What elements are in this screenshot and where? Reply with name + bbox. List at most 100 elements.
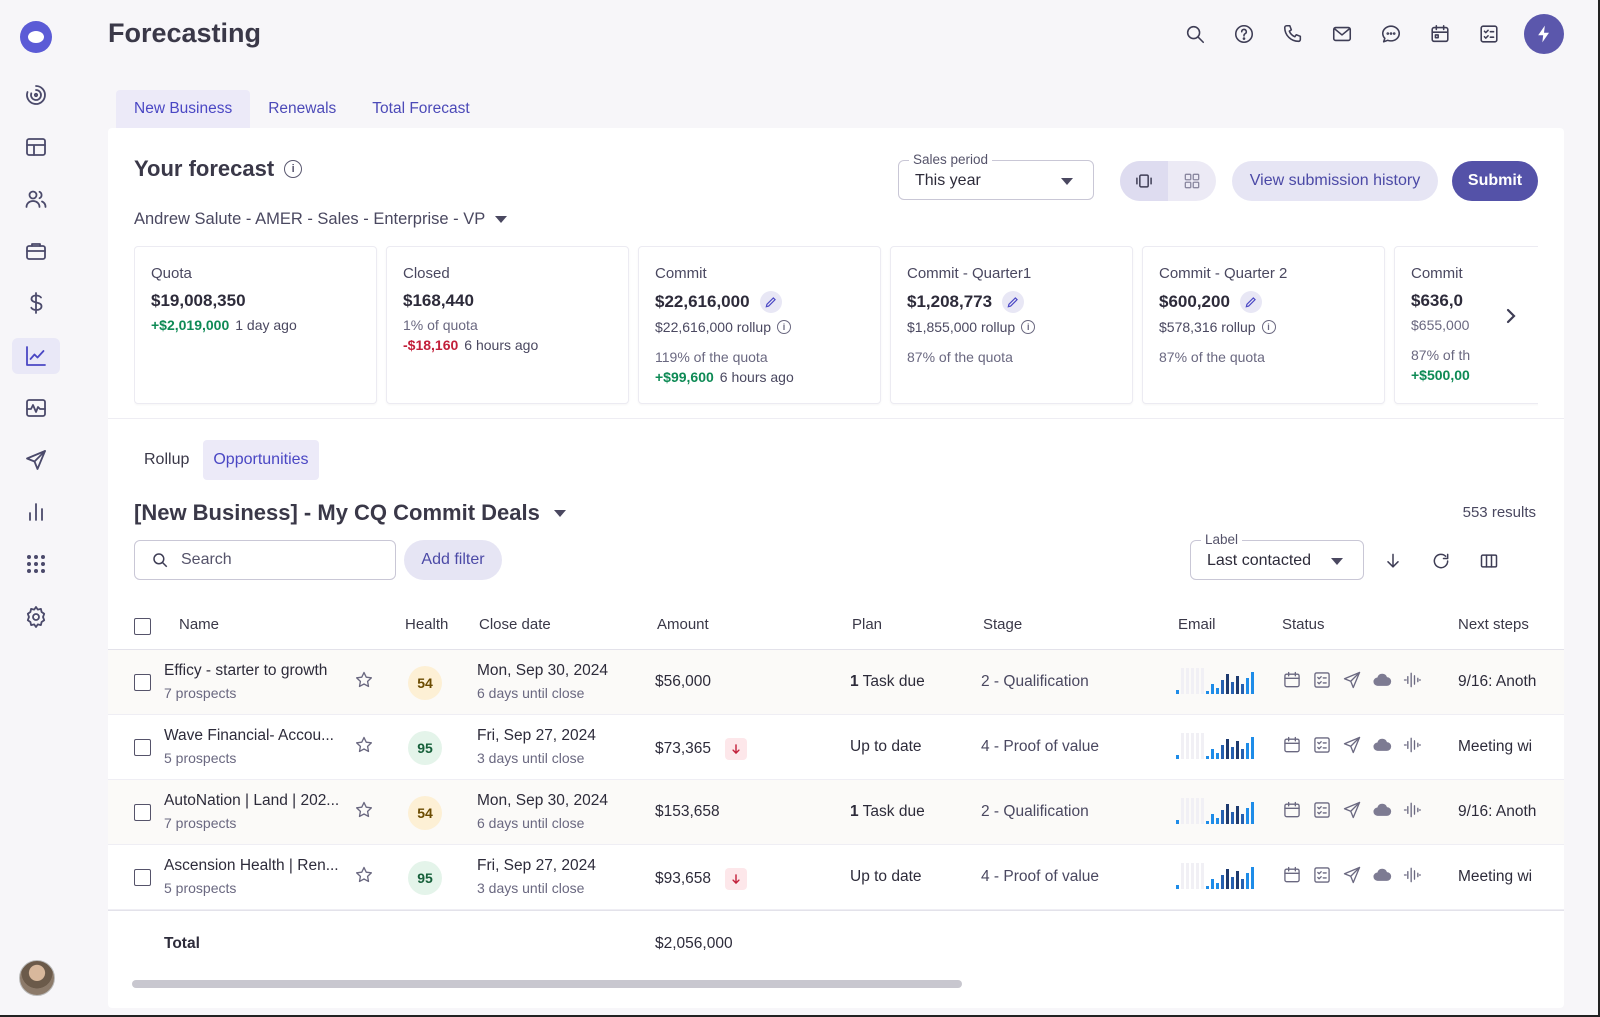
table-row[interactable]: Wave Financial- Accou... 5 prospects 95 Fri… (108, 715, 1564, 780)
kpi-card-commit-q1[interactable]: Commit - Quarter1 $1,208,773 $1,855,000 … (890, 246, 1133, 404)
next-steps[interactable]: 9/16: Anoth (1458, 673, 1537, 690)
opportunity-name[interactable]: AutoNation | Land | 202... (164, 792, 340, 809)
cloud-icon[interactable] (1372, 865, 1392, 885)
tasks-icon[interactable] (1312, 670, 1332, 690)
edit-button[interactable] (1239, 291, 1262, 313)
submit-button[interactable]: Submit (1452, 161, 1538, 201)
calendar-icon[interactable] (1282, 800, 1302, 820)
waveform-icon[interactable] (1402, 670, 1422, 690)
sidebar-item-settings[interactable] (12, 599, 60, 635)
stage-value[interactable]: 4 - Proof of value (981, 738, 1100, 755)
send-icon[interactable] (1342, 670, 1362, 690)
column-header-stage[interactable]: Stage (983, 616, 1023, 633)
waveform-icon[interactable] (1402, 735, 1422, 755)
calendar-icon[interactable] (1282, 865, 1302, 885)
column-header-close-date[interactable]: Close date (479, 616, 551, 633)
info-icon[interactable]: i (284, 160, 303, 178)
kpi-card-closed[interactable]: Closed $168,440 1% of quota -$18,160 6 ho… (386, 246, 629, 404)
cloud-icon[interactable] (1372, 800, 1392, 820)
search-input[interactable] (181, 551, 371, 569)
carousel-view-button[interactable] (1120, 161, 1168, 201)
send-icon[interactable] (1342, 800, 1362, 820)
next-steps[interactable]: Meeting wi (1458, 868, 1533, 885)
select-all-checkbox[interactable] (134, 618, 151, 635)
edit-button[interactable] (1002, 291, 1025, 313)
calendar-button[interactable] (1415, 18, 1464, 50)
sort-direction-button[interactable] (1380, 548, 1406, 574)
favorite-button[interactable] (354, 865, 374, 890)
sidebar-item-people[interactable] (12, 181, 60, 217)
column-header-health[interactable]: Health (405, 616, 449, 633)
search-field[interactable] (134, 540, 396, 580)
tasks-icon[interactable] (1312, 865, 1332, 885)
edit-button[interactable] (759, 291, 782, 313)
calendar-icon[interactable] (1282, 735, 1302, 755)
favorite-button[interactable] (354, 735, 374, 760)
tasks-icon[interactable] (1312, 735, 1332, 755)
row-checkbox[interactable] (134, 869, 151, 886)
column-header-status[interactable]: Status (1282, 616, 1325, 633)
plan-status[interactable]: Task due (862, 803, 925, 820)
stage-value[interactable]: 2 - Qualification (981, 673, 1089, 690)
info-icon[interactable]: i (1261, 320, 1276, 334)
tab-opportunities[interactable]: Opportunities (203, 440, 319, 480)
stage-value[interactable]: 2 - Qualification (981, 803, 1089, 820)
sidebar-item-layout[interactable] (12, 129, 60, 165)
horizontal-scrollbar[interactable] (132, 980, 962, 988)
refresh-button[interactable] (1428, 548, 1454, 574)
sidebar-item-home[interactable] (12, 77, 60, 113)
plan-status[interactable]: Up to date (850, 738, 922, 755)
cloud-icon[interactable] (1372, 735, 1392, 755)
column-header-amount[interactable]: Amount (657, 616, 709, 633)
search-button[interactable] (1170, 18, 1219, 50)
waveform-icon[interactable] (1402, 865, 1422, 885)
view-submission-history-button[interactable]: View submission history (1232, 161, 1438, 201)
sidebar-item-forecasting[interactable] (12, 338, 60, 374)
stage-value[interactable]: 4 - Proof of value (981, 868, 1100, 885)
add-filter-button[interactable]: Add filter (404, 540, 502, 580)
grid-view-button[interactable] (1168, 161, 1216, 201)
sidebar-item-activity[interactable] (12, 390, 60, 426)
next-steps[interactable]: Meeting wi (1458, 738, 1533, 755)
plan-status[interactable]: Up to date (850, 868, 922, 885)
sidebar-item-sequences[interactable] (12, 442, 60, 478)
column-header-name[interactable]: Name (179, 616, 220, 633)
send-icon[interactable] (1342, 735, 1362, 755)
opportunity-name[interactable]: Wave Financial- Accou... (164, 727, 334, 744)
row-checkbox[interactable] (134, 674, 151, 691)
sort-label-select[interactable]: Label Last contacted (1190, 532, 1364, 580)
sidebar-item-apps[interactable] (12, 546, 60, 582)
list-view-selector[interactable]: [New Business] - My CQ Commit Deals (134, 500, 566, 526)
tasks-icon[interactable] (1312, 800, 1332, 820)
row-checkbox[interactable] (134, 739, 151, 756)
sales-period-select[interactable]: Sales period This year (898, 152, 1094, 200)
column-header-plan[interactable]: Plan (852, 616, 883, 633)
send-icon[interactable] (1342, 865, 1362, 885)
sidebar-item-deals[interactable] (12, 233, 60, 269)
info-icon[interactable]: i (1021, 320, 1036, 334)
tab-rollup[interactable]: Rollup (144, 451, 190, 468)
column-header-email[interactable]: Email (1178, 616, 1216, 633)
table-row[interactable]: Ascension Health | Ren... 5 prospects 95 Fr… (108, 845, 1564, 910)
cloud-icon[interactable] (1372, 670, 1392, 690)
chat-button[interactable] (1366, 18, 1415, 50)
help-button[interactable] (1219, 18, 1268, 50)
phone-button[interactable] (1268, 18, 1317, 50)
tab-renewals[interactable]: Renewals (268, 100, 337, 117)
carousel-next-button[interactable] (1499, 304, 1523, 333)
calendar-icon[interactable] (1282, 670, 1302, 690)
waveform-icon[interactable] (1402, 800, 1422, 820)
kpi-card-commit[interactable]: Commit $22,616,000 $22,616,000 rollup i 1… (638, 246, 881, 404)
user-avatar[interactable] (19, 960, 55, 996)
row-checkbox[interactable] (134, 804, 151, 821)
mail-button[interactable] (1317, 18, 1366, 50)
tab-total-forecast[interactable]: Total Forecast (372, 100, 470, 117)
owner-selector[interactable]: Andrew Salute - AMER - Sales - Enterpris… (134, 210, 508, 229)
next-steps[interactable]: 9/16: Anoth (1458, 803, 1537, 820)
column-header-next-steps[interactable]: Next steps (1458, 616, 1529, 633)
app-logo[interactable] (20, 21, 52, 53)
favorite-button[interactable] (354, 670, 374, 695)
kpi-card-quota[interactable]: Quota $19,008,350 +$2,019,000 1 day ago (134, 246, 377, 404)
kpi-card-commit-partial[interactable]: Commit $636,0 $655,000 87% of th +$500,0… (1394, 246, 1538, 404)
opportunity-name[interactable]: Ascension Health | Ren... (164, 857, 339, 874)
